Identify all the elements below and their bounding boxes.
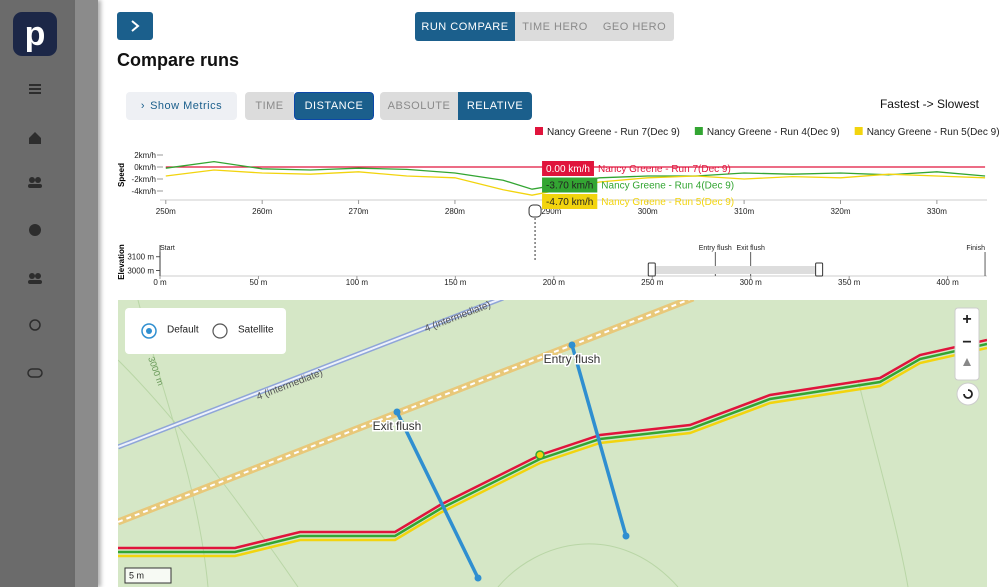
y-tick-label: 2km/h [134,151,156,160]
toggle-button[interactable]: DISTANCE [294,92,374,120]
x-tick-label: 290m [541,207,561,216]
map[interactable]: 4 (intermediate) 4 (intermediate) 3000 m… [118,300,987,587]
sort-order[interactable]: Fastest -> Slowest [879,97,979,111]
y-axis-label: Elevation [117,244,126,280]
compass[interactable] [963,358,971,366]
tooltip-series: Nancy Greene - Run 4(Dec 9) [601,181,734,192]
panel-edge [75,0,98,587]
y-tick-label: -4km/h [132,187,156,196]
tab[interactable]: GEO HERO [595,12,674,41]
zoom-out[interactable]: − [962,334,971,351]
axis-mode-group: TIME DISTANCE [245,92,374,120]
expand-button[interactable] [117,12,153,40]
chevron: › [140,100,146,112]
layer-option[interactable]: Default [167,325,199,336]
legend-label: Nancy Greene - Run 4(Dec 9) [707,127,840,138]
tooltip-box [542,161,594,176]
section-label: Finish [966,245,985,252]
sidebar: p [0,0,75,587]
rotate-button[interactable] [956,382,980,406]
x-tick-label: 250m [156,207,176,216]
layer-option[interactable]: Satellite [238,325,274,336]
scale-bar [124,567,172,584]
brush-range [652,266,820,274]
tab[interactable]: RUN COMPARE [415,12,515,41]
tooltip-value: -4.70 km/h [546,197,593,208]
section-label: Start [160,245,175,252]
tooltip-series: Nancy Greene - Run 5(Dec 9) [601,197,734,208]
feature-label: Exit flush [373,419,422,433]
legend-swatch [854,127,863,135]
zoom-in[interactable]: + [962,311,971,328]
brush-handle [647,262,656,277]
y-tick-label: 3000 m [127,266,154,275]
logo[interactable]: p [13,12,57,56]
legend-label: Nancy Greene - Run 5(Dec 9) [867,127,1000,138]
trail [118,300,504,450]
tooltip-value: 0.00 km/h [546,164,590,175]
button-label: Show Metrics [150,100,223,112]
nav-icons[interactable] [27,84,43,378]
section-label: Entry flush [699,245,732,252]
x-tick-label: 100 m [346,278,369,287]
radio[interactable] [212,323,228,339]
x-tick-label: 50 m [250,278,268,287]
x-tick-label: 260m [252,207,272,216]
flush-ends [393,341,630,582]
x-tick-label: 300 m [740,278,763,287]
feature-label: Entry flush [544,352,601,366]
toggle-button[interactable]: TIME [245,92,294,120]
railway [118,300,695,526]
tooltip-box [542,177,598,193]
charts: Speed 2km/h 0km/h -2km/h -4km/h 250m 260m 270m 2… [117,127,1000,287]
x-tick-label: 350 m [838,278,861,287]
tab[interactable]: TIME HERO [515,12,595,41]
x-tick-label: 150 m [444,278,467,287]
layer-panel [125,308,286,354]
x-tick-label: 300m [638,207,658,216]
legend-swatch [535,127,543,135]
x-tick-label: 0 m [153,278,167,287]
show-metrics-button[interactable]: › Show Metrics [126,92,237,120]
y-tick-label: 3100 m [127,253,154,262]
tab-group: RUN COMPARE TIME HERO GEO HERO [415,12,674,41]
legend-swatch [694,127,703,135]
x-tick-label: 310m [734,207,754,216]
tooltip-box [542,194,598,209]
toggle-button[interactable]: RELATIVE [458,92,532,120]
zoom-control [954,307,980,381]
hover-handle [528,204,542,218]
section-label: Exit flush [737,245,766,252]
x-tick-label: 400 m [937,278,960,287]
scale-label: 5 m [129,570,144,580]
brush-handle [815,262,824,277]
value-mode-group: ABSOLUTE RELATIVE [380,92,532,120]
y-axis-label: Speed [117,163,126,187]
x-tick-label: 270m [349,207,369,216]
page-title: Compare runs [117,50,240,70]
chevron-icon [131,20,140,32]
radio-dot [146,328,152,334]
tooltip-value: -3.70 km/h [546,181,593,192]
position-marker [535,450,545,460]
x-tick-label: 250 m [641,278,664,287]
x-tick-label: 280m [445,207,465,216]
tooltip-series: Nancy Greene - Run 7(Dec 9) [598,164,731,175]
rotate-icon [963,389,973,399]
flush-lines [395,344,628,579]
sidebar-icons [27,84,43,378]
x-tick-label: 320m [830,207,850,216]
y-tick-label: -2km/h [132,175,156,184]
legend-label: Nancy Greene - Run 7(Dec 9) [547,127,680,138]
y-tick-label: 0km/h [134,163,156,172]
toggle-button[interactable]: ABSOLUTE [380,92,458,120]
x-tick-label: 330m [927,207,947,216]
x-tick-label: 200 m [543,278,566,287]
